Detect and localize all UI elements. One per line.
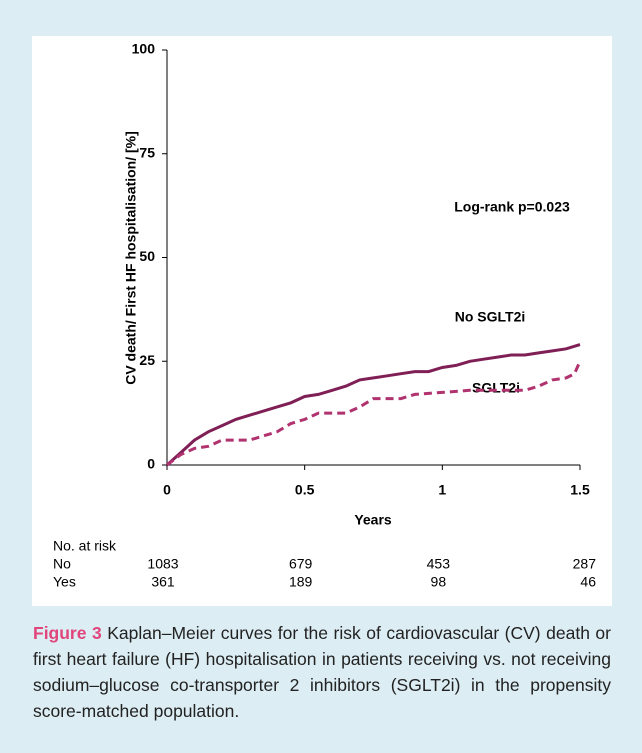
- y-tick-label: 0: [147, 456, 155, 472]
- risk-count: 453: [427, 556, 451, 572]
- km-curve: [166, 360, 582, 467]
- risk-count: 98: [431, 574, 447, 590]
- y-tick-label: 100: [132, 41, 156, 57]
- annotation: No SGLT2i: [455, 309, 526, 325]
- risk-count: 361: [151, 574, 175, 590]
- risk-count: 46: [580, 574, 596, 590]
- annotation: Log-rank p=0.023: [454, 199, 570, 215]
- x-tick-label: 1.5: [570, 482, 590, 498]
- risk-count: 679: [289, 556, 313, 572]
- x-tick-label: 0.5: [295, 482, 315, 498]
- risk-row-label: Yes: [53, 574, 76, 590]
- y-tick-label: 50: [139, 248, 155, 264]
- caption-label: Figure 3: [33, 623, 102, 643]
- x-axis-label: Years: [354, 512, 392, 528]
- annotation: SGLT2i: [472, 380, 520, 396]
- y-axis-label: CV death/ First HF hospitalisation/ [%]: [123, 131, 139, 385]
- risk-count: 1083: [147, 556, 178, 572]
- risk-count: 189: [289, 574, 313, 590]
- chart-panel: [32, 36, 612, 606]
- risk-count: 287: [573, 556, 597, 572]
- risk-table-title: No. at risk: [53, 538, 117, 554]
- risk-row-label: No: [53, 556, 71, 572]
- chart: CV death/ First HF hospitalisation/ [%] …: [53, 41, 597, 590]
- caption-text: Kaplan–Meier curves for the risk of card…: [33, 623, 611, 721]
- km-curve: [165, 343, 581, 467]
- x-tick-label: 1: [438, 482, 446, 498]
- y-tick-label: 75: [139, 144, 155, 160]
- x-tick-label: 0: [163, 482, 171, 498]
- caption: Figure 3 Kaplan–Meier curves for the ris…: [33, 620, 611, 724]
- y-tick-label: 25: [139, 352, 155, 368]
